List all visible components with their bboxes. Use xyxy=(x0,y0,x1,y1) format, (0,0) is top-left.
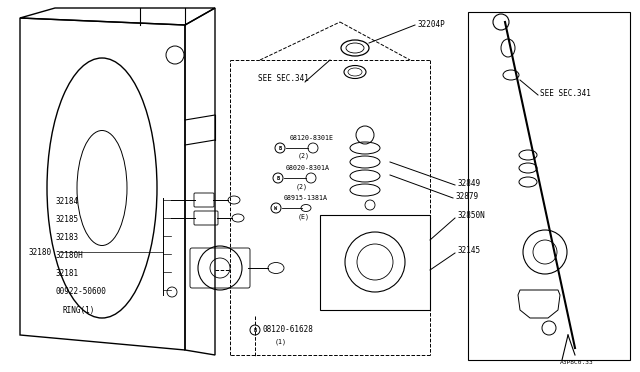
Text: (1): (1) xyxy=(275,339,287,345)
Text: SEE SEC.341: SEE SEC.341 xyxy=(258,74,309,83)
Text: A3P8C0.33: A3P8C0.33 xyxy=(560,359,594,365)
Text: B: B xyxy=(253,327,257,333)
Text: 08020-8301A: 08020-8301A xyxy=(286,165,330,171)
Text: 32181: 32181 xyxy=(55,269,78,278)
Text: 32145: 32145 xyxy=(458,246,481,254)
Text: 08915-1381A: 08915-1381A xyxy=(284,195,328,201)
Text: 32183: 32183 xyxy=(55,232,78,241)
Text: (2): (2) xyxy=(298,153,310,159)
Text: W: W xyxy=(275,205,278,211)
Text: 32850N: 32850N xyxy=(458,211,486,219)
Text: 00922-50600: 00922-50600 xyxy=(55,286,106,295)
Text: 08120-8301E: 08120-8301E xyxy=(290,135,334,141)
Text: RING(1): RING(1) xyxy=(62,305,94,314)
Text: 32180: 32180 xyxy=(28,247,51,257)
Text: 32849: 32849 xyxy=(458,179,481,187)
Text: SEE SEC.341: SEE SEC.341 xyxy=(540,89,591,97)
Text: 08120-61628: 08120-61628 xyxy=(263,326,314,334)
Text: 32879: 32879 xyxy=(456,192,479,201)
Text: B: B xyxy=(276,176,280,180)
Text: 32185: 32185 xyxy=(55,215,78,224)
Text: 32204P: 32204P xyxy=(418,19,445,29)
Text: 32184: 32184 xyxy=(55,196,78,205)
Text: 32180H: 32180H xyxy=(55,250,83,260)
Text: (E): (E) xyxy=(298,214,310,220)
Text: B: B xyxy=(278,145,282,151)
Text: (2): (2) xyxy=(296,184,308,190)
